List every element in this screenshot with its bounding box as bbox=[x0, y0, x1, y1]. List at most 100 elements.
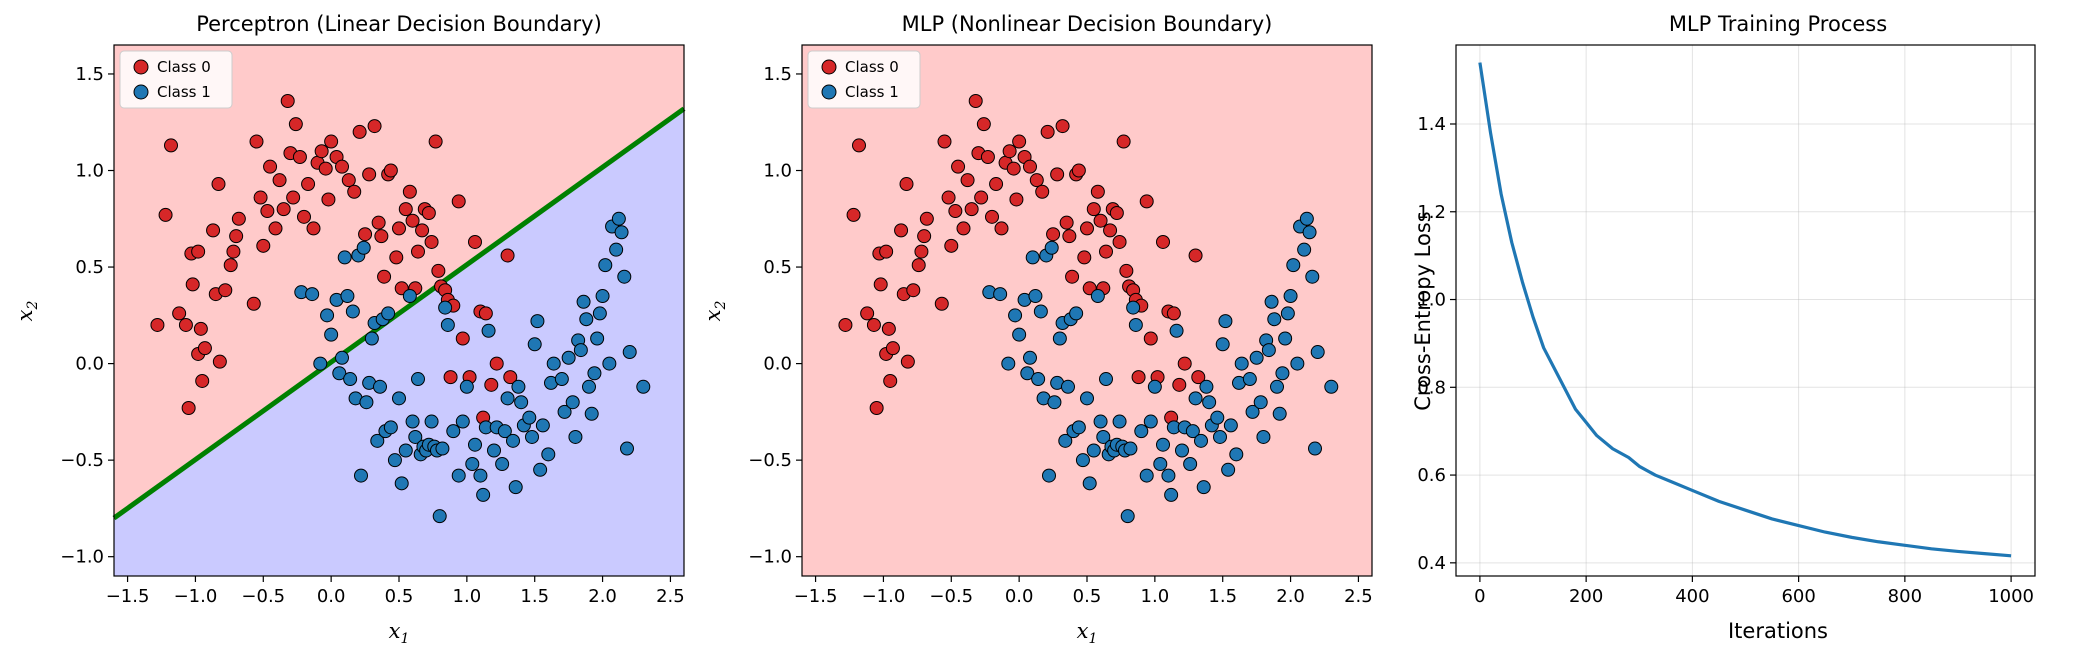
class1-point bbox=[1194, 433, 1208, 448]
class0-point bbox=[297, 209, 311, 224]
class1-point bbox=[1147, 379, 1162, 394]
class1-point bbox=[1071, 420, 1086, 435]
class1-point bbox=[582, 379, 596, 394]
class0-point bbox=[1040, 124, 1055, 139]
class0-point bbox=[1143, 331, 1158, 346]
class1-point bbox=[584, 406, 599, 421]
class1-point bbox=[525, 429, 539, 444]
class1-point bbox=[373, 379, 387, 394]
class1-point bbox=[476, 487, 491, 502]
class1-point bbox=[435, 441, 450, 456]
class1-point bbox=[1156, 437, 1170, 452]
perceptron-xtick-label: 0.0 bbox=[317, 586, 346, 607]
class0-point bbox=[301, 177, 316, 192]
class1-point bbox=[1272, 406, 1287, 421]
class0-point bbox=[866, 317, 881, 332]
class0-point bbox=[1062, 229, 1077, 244]
class1-point bbox=[495, 457, 510, 472]
class0-point bbox=[246, 296, 261, 311]
class1-point bbox=[1310, 345, 1325, 360]
class1-point bbox=[359, 395, 374, 410]
decision-boundary-line bbox=[112, 106, 686, 521]
class0-point bbox=[894, 223, 909, 238]
class1-point bbox=[535, 418, 550, 433]
class0-point bbox=[272, 173, 287, 188]
perceptron-legend: Class 0 Class 1 bbox=[119, 50, 233, 109]
class1-point bbox=[1234, 356, 1249, 371]
loss-curve bbox=[1478, 62, 2012, 558]
mlp-x-ticks: −1.5 −1.0 −0.5 0.0 0.5 1.0 1.5 2.0 2.5 bbox=[794, 576, 1373, 607]
class1-point bbox=[1143, 414, 1158, 429]
class0-point bbox=[268, 221, 283, 236]
class1-point bbox=[1044, 240, 1059, 255]
training-ytick-label: 1.2 bbox=[1417, 202, 1446, 223]
class0-point bbox=[900, 354, 915, 369]
class1-point bbox=[1283, 289, 1298, 304]
training-panel: MLP Training Process 0 200 400 600 800 1000 0… bbox=[1411, 12, 2036, 643]
class0-point bbox=[172, 306, 187, 321]
class1-point bbox=[514, 395, 529, 410]
class0-point bbox=[869, 401, 884, 416]
class0-point bbox=[253, 190, 268, 205]
mlp-xtick-label: 2.5 bbox=[1344, 586, 1373, 607]
perceptron-x-ticks: −1.5 −1.0 −0.5 0.0 0.5 1.0 1.5 2.0 2.5 bbox=[106, 576, 685, 607]
class0-point bbox=[948, 204, 963, 219]
class1-point bbox=[438, 300, 453, 315]
class1-point bbox=[481, 323, 496, 338]
class0-point bbox=[1116, 134, 1131, 149]
class0-point bbox=[335, 159, 349, 174]
perceptron-xtick-label: −1.5 bbox=[106, 586, 150, 607]
class0-point bbox=[989, 177, 1004, 192]
class1-point bbox=[576, 294, 591, 309]
class0-point bbox=[1071, 163, 1086, 178]
class0-point bbox=[318, 161, 333, 176]
class0-point bbox=[478, 306, 493, 321]
class0-point bbox=[1166, 306, 1181, 321]
class0-point bbox=[1023, 159, 1037, 174]
class1-point bbox=[622, 345, 637, 360]
class0-point bbox=[944, 238, 959, 253]
legend-label-class0: Class 0 bbox=[157, 58, 211, 76]
class1-point bbox=[1188, 391, 1203, 406]
class0-point bbox=[451, 194, 466, 209]
class1-point bbox=[1218, 314, 1233, 329]
class0-point bbox=[424, 234, 439, 249]
class0-point bbox=[150, 317, 165, 332]
class1-point bbox=[1020, 366, 1035, 381]
class0-point bbox=[195, 373, 210, 388]
class1-point bbox=[1120, 509, 1135, 524]
class0-point bbox=[1172, 377, 1187, 392]
class1-point bbox=[1249, 350, 1264, 365]
class1-point bbox=[440, 317, 455, 332]
class1-point bbox=[405, 414, 420, 429]
class1-point bbox=[598, 258, 613, 273]
mlp-xlabel: x1 bbox=[1077, 619, 1098, 647]
class1-point bbox=[1058, 433, 1073, 448]
training-title: MLP Training Process bbox=[1669, 12, 1887, 36]
class1-point bbox=[1278, 331, 1293, 346]
class0-point bbox=[392, 221, 406, 236]
class1-point bbox=[522, 410, 537, 425]
class0-point bbox=[256, 238, 271, 253]
class0-point bbox=[956, 221, 971, 236]
class0-point bbox=[879, 244, 894, 259]
class1-point bbox=[335, 350, 349, 365]
class1-point bbox=[1264, 294, 1279, 309]
class1-point bbox=[1223, 418, 1238, 433]
class1-point bbox=[387, 453, 402, 468]
class0-point bbox=[976, 117, 991, 132]
class1-point bbox=[1229, 447, 1244, 462]
class0-point bbox=[883, 373, 898, 388]
class1-point bbox=[993, 287, 1008, 302]
class1-point bbox=[320, 308, 335, 323]
class1-point bbox=[1261, 343, 1276, 358]
class0-point bbox=[852, 138, 866, 153]
class0-point bbox=[455, 331, 470, 346]
class1-point bbox=[620, 441, 634, 456]
class1-point bbox=[451, 468, 466, 483]
training-ytick-label: 0.6 bbox=[1417, 465, 1446, 486]
class1-point bbox=[381, 306, 396, 321]
class1-point bbox=[1033, 304, 1048, 319]
class1-point bbox=[487, 443, 501, 458]
